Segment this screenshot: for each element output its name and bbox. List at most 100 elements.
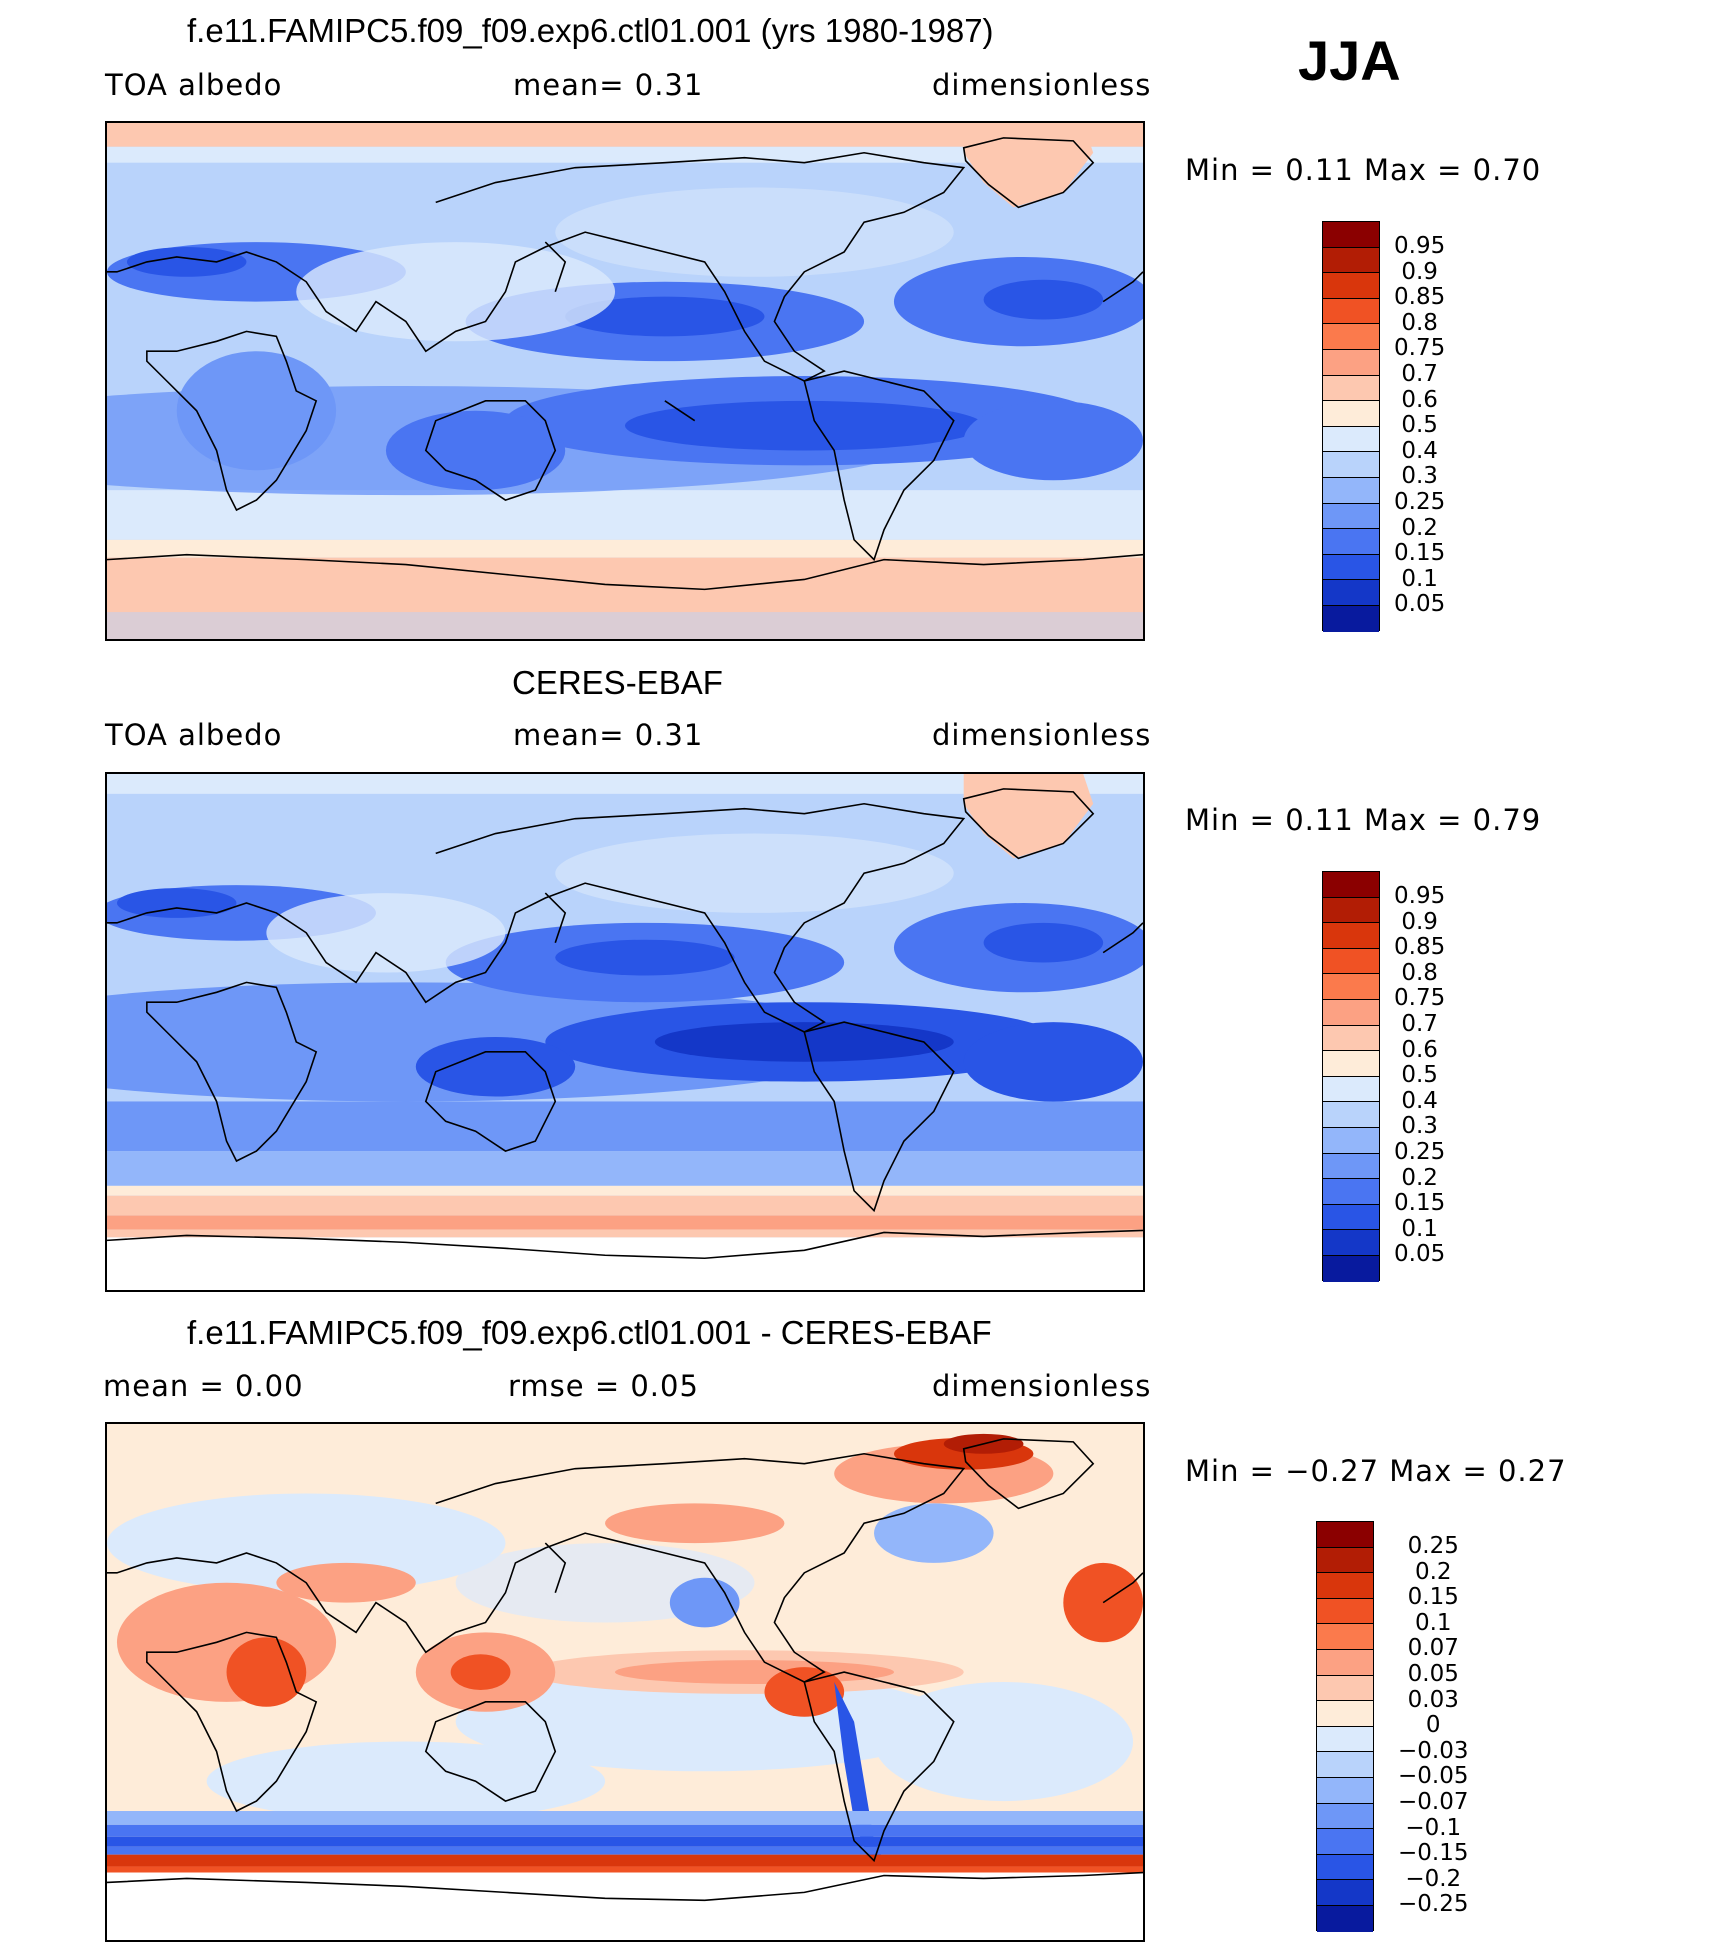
panel2-mean-label: mean= 0.31 [513, 718, 704, 752]
colorbar-swatch [1323, 222, 1379, 248]
panel3-rmse-label: rmse = 0.05 [508, 1369, 699, 1403]
colorbar-swatch [1323, 273, 1379, 299]
colorbar-level-label: 0.07 [1407, 1635, 1459, 1662]
panel2-title: CERES-EBAF [512, 664, 723, 701]
colorbar-swatch [1317, 1649, 1373, 1676]
colorbar-level-label: 0.2 [1401, 514, 1438, 541]
colorbar-swatch [1323, 1102, 1379, 1128]
colorbar-swatch [1317, 1624, 1373, 1650]
panel1-map-svg [107, 123, 1143, 639]
panel1-minmax: Min = 0.11 Max = 0.70 [1185, 153, 1542, 187]
colorbar-swatch [1317, 1675, 1373, 1702]
colorbar-level-label: 0.75 [1394, 335, 1446, 362]
colorbar-swatch [1323, 426, 1379, 453]
colorbar-swatch [1323, 1179, 1379, 1205]
colorbar-swatch [1323, 477, 1379, 504]
panel2-map-svg [107, 774, 1143, 1290]
colorbar-swatch [1323, 1255, 1379, 1282]
colorbar-swatch [1317, 1522, 1373, 1548]
panel2-colorbar-labels: 0.95 0.9 0.85 0.8 0.75 0.7 0.6 0.5 0.4 0.3 0.25 0.2… [1394, 883, 1446, 1268]
colorbar-level-label: 0.8 [1401, 959, 1438, 986]
colorbar-swatch [1323, 999, 1379, 1026]
colorbar-swatch [1323, 1051, 1379, 1077]
colorbar-level-label: 0.95 [1394, 883, 1446, 909]
colorbar-level-label: 0.1 [1401, 565, 1438, 592]
colorbar-level-label: 0.15 [1394, 540, 1446, 567]
colorbar-swatch [1317, 1726, 1373, 1753]
panel1-colorbar-labels: 0.95 0.9 0.85 0.8 0.75 0.7 0.6 0.5 0.4 0.3 0.25 0.2… [1394, 233, 1446, 618]
colorbar-swatch [1323, 452, 1379, 478]
panel3-map [105, 1422, 1145, 1942]
colorbar-level-label: 0.1 [1414, 1609, 1452, 1636]
colorbar-swatch [1323, 897, 1379, 924]
colorbar-level-label: −0.15 [1398, 1840, 1469, 1867]
colorbar-swatch [1317, 1701, 1373, 1727]
colorbar-swatch [1323, 247, 1379, 274]
colorbar-swatch [1323, 1204, 1379, 1231]
colorbar-level-label: 0.2 [1414, 1558, 1452, 1585]
panel3-title: f.e11.FAMIPC5.f09_f09.exp6.ctl01.001 - C… [187, 1314, 992, 1351]
colorbar-level-label: 0.4 [1401, 1087, 1438, 1114]
colorbar-swatch [1323, 872, 1379, 898]
colorbar-level-label: −0.1 [1405, 1814, 1462, 1841]
colorbar-level-label: 0.05 [1394, 1241, 1446, 1268]
panel2-variable-label: TOA albedo [105, 718, 283, 752]
colorbar-level-label: 0.75 [1394, 985, 1446, 1012]
colorbar-swatch [1317, 1777, 1373, 1804]
colorbar-swatch [1323, 1153, 1379, 1180]
colorbar-level-label: 0.6 [1401, 386, 1438, 413]
colorbar-level-label: 0.7 [1401, 1010, 1438, 1037]
colorbar-level-label: 0.15 [1394, 1190, 1446, 1217]
colorbar-swatch [1323, 1076, 1379, 1103]
colorbar-level-label: 0.5 [1401, 1062, 1438, 1089]
colorbar-level-label: 0.8 [1401, 309, 1438, 336]
colorbar-swatch [1323, 1025, 1379, 1052]
colorbar-level-label: −0.2 [1405, 1865, 1462, 1892]
colorbar-swatch [1323, 948, 1379, 975]
panel2-colorbar [1322, 871, 1380, 1282]
panel1-title: f.e11.FAMIPC5.f09_f09.exp6.ctl01.001 (yr… [187, 12, 994, 49]
panel1-colorbar [1322, 221, 1380, 632]
panel1-units-label: dimensionless [932, 68, 1152, 102]
colorbar-swatch [1323, 298, 1379, 325]
colorbar-swatch [1323, 923, 1379, 949]
season-label: JJA [1298, 29, 1401, 92]
colorbar-level-label: 0.25 [1407, 1533, 1459, 1559]
colorbar-swatch [1317, 1547, 1373, 1574]
colorbar-swatch [1323, 529, 1379, 555]
panel2-units-label: dimensionless [932, 718, 1152, 752]
colorbar-swatch [1317, 1829, 1373, 1855]
panel1-mean-label: mean= 0.31 [513, 68, 704, 102]
colorbar-level-label: 0.15 [1407, 1584, 1459, 1611]
colorbar-level-label: 0.25 [1394, 1138, 1446, 1165]
colorbar-level-label: −0.25 [1398, 1891, 1469, 1918]
colorbar-level-label: 0.9 [1401, 908, 1438, 935]
colorbar-level-label: 0.85 [1394, 934, 1446, 961]
colorbar-swatch [1323, 503, 1379, 530]
colorbar-level-label: 0.6 [1401, 1036, 1438, 1063]
colorbar-swatch [1317, 1854, 1373, 1881]
colorbar-swatch [1323, 605, 1379, 632]
colorbar-swatch [1317, 1905, 1373, 1932]
colorbar-level-label: 0.9 [1401, 258, 1438, 285]
colorbar-swatch [1323, 580, 1379, 606]
panel2-map [105, 772, 1145, 1292]
panel3-colorbar [1316, 1521, 1374, 1932]
colorbar-level-label: 0.1 [1401, 1215, 1438, 1242]
colorbar-level-label: 0.3 [1401, 463, 1438, 490]
colorbar-swatch [1317, 1752, 1373, 1778]
colorbar-level-label: 0.95 [1394, 233, 1446, 259]
colorbar-level-label: 0.05 [1394, 591, 1446, 618]
panel3-units-label: dimensionless [932, 1369, 1152, 1403]
panel1-variable-label: TOA albedo [105, 68, 283, 102]
colorbar-swatch [1323, 1127, 1379, 1154]
colorbar-level-label: 0.25 [1394, 488, 1446, 515]
colorbar-level-label: 0.5 [1401, 412, 1438, 439]
colorbar-swatch [1323, 401, 1379, 427]
colorbar-swatch [1323, 375, 1379, 402]
colorbar-level-label: 0.03 [1407, 1686, 1459, 1713]
colorbar-swatch [1323, 1230, 1379, 1256]
colorbar-level-label: 0.7 [1401, 360, 1438, 387]
colorbar-level-label: 0 [1425, 1712, 1441, 1739]
colorbar-swatch [1323, 974, 1379, 1000]
